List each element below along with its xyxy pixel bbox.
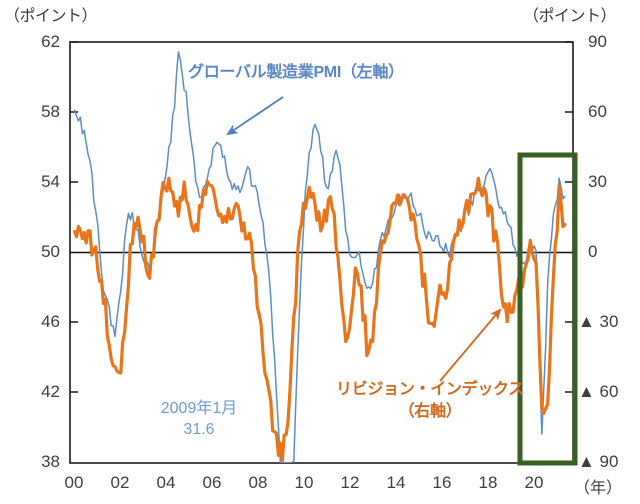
annotation-low-date: 2009年1月 <box>160 400 238 417</box>
series-line-revision-index <box>73 176 567 463</box>
ytick-left-54: 54 <box>41 172 60 191</box>
ytick-left-42: 42 <box>41 382 60 401</box>
ytick-left-38: 38 <box>41 452 60 471</box>
legend-revision-index-label: リビジョン・インデックス （右軸） <box>330 379 530 422</box>
xtick-06: 06 <box>202 473 222 492</box>
right-axis-unit-label: （ポイント） <box>523 8 617 25</box>
revision-label-arrow <box>439 308 502 382</box>
left-axis-unit-label: （ポイント） <box>4 8 98 25</box>
annotation-low-value: 31.6 <box>183 420 215 438</box>
xtick-18: 18 <box>478 473 498 492</box>
xtick-16: 16 <box>432 473 452 492</box>
xtick-02: 02 <box>110 473 130 492</box>
xtick-10: 10 <box>294 473 314 492</box>
ytick-right-30: 30 <box>588 172 607 191</box>
ytick-right-0: 0 <box>588 242 598 261</box>
left-axis-ticks <box>70 41 78 393</box>
right-axis-ticks <box>565 41 573 393</box>
x-axis-unit-label: （年） <box>574 480 623 497</box>
ytick-left-46: 46 <box>41 312 60 331</box>
ytick-left-58: 58 <box>41 102 60 121</box>
xtick-00: 00 <box>64 473 84 492</box>
pmi-label-arrow <box>226 96 284 136</box>
xtick-08: 08 <box>248 473 268 492</box>
ytick-right-60: 60 <box>588 102 607 121</box>
legend-revision-line1: リビジョン・インデックス <box>336 381 524 398</box>
highlight-box-2020 <box>517 152 578 466</box>
xtick-20: 20 <box>524 473 544 492</box>
xtick-14: 14 <box>386 473 406 492</box>
legend-pmi-label: グローバル製造業PMI（左軸） <box>188 64 404 81</box>
ytick-left-50: 50 <box>41 242 60 261</box>
ytick-right-90: 90 <box>588 32 607 51</box>
legend-revision-line2: （右軸） <box>398 402 462 420</box>
ytick-right-neg30: ▲ 30 <box>578 312 619 331</box>
ytick-left-62: 62 <box>41 32 60 51</box>
xtick-12: 12 <box>340 473 360 492</box>
annotation-2009-low: 2009年1月 31.6 <box>139 399 259 441</box>
ytick-right-neg90: ▲ 90 <box>578 452 619 471</box>
ytick-right-neg60: ▲ 60 <box>578 382 619 401</box>
xtick-04: 04 <box>156 473 176 492</box>
